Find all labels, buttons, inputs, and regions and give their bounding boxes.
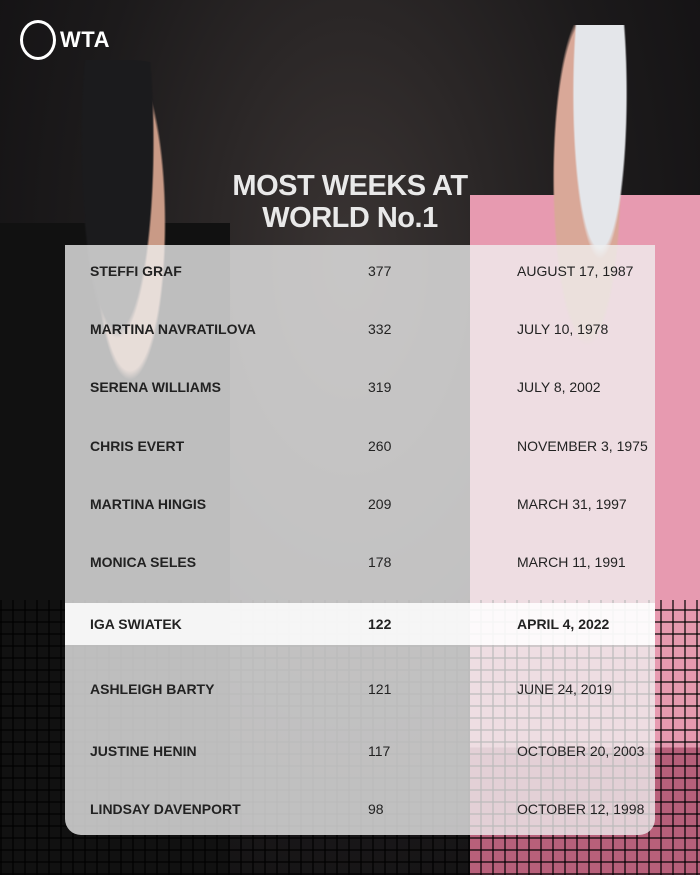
first-date: JULY 10, 1978	[517, 321, 609, 337]
title-line-2: WORLD No.1	[262, 202, 438, 234]
first-date: AUGUST 17, 1987	[517, 263, 634, 279]
first-date: JUNE 24, 2019	[517, 681, 612, 697]
first-date: OCTOBER 20, 2003	[517, 743, 645, 759]
weeks-count: 178	[368, 554, 392, 570]
player-name: MARTINA HINGIS	[90, 496, 207, 512]
table-row: MONICA SELES 178 MARCH 11, 1991	[65, 542, 655, 582]
player-name: ASHLEIGH BARTY	[90, 681, 215, 697]
table-row-highlighted: IGA SWIATEK 122 APRIL 4, 2022	[65, 603, 655, 645]
first-date: APRIL 4, 2022	[517, 616, 610, 632]
player-name: JUSTINE HENIN	[90, 743, 197, 759]
player-name: IGA SWIATEK	[90, 616, 182, 632]
rankings-table: STEFFI GRAF 377 AUGUST 17, 1987 MARTINA NAV…	[65, 245, 655, 835]
wta-logo-icon	[20, 20, 56, 60]
first-date: NOVEMBER 3, 1975	[517, 438, 648, 454]
weeks-count: 319	[368, 379, 392, 395]
table-row: SERENA WILLIAMS 319 JULY 8, 2002	[65, 367, 655, 407]
first-date: JULY 8, 2002	[517, 379, 601, 395]
player-name: LINDSAY DAVENPORT	[90, 801, 241, 817]
title-line-1: MOST WEEKS AT	[232, 170, 468, 202]
player-name: CHRIS EVERT	[90, 438, 185, 454]
weeks-count: 98	[368, 801, 384, 817]
table-row: CHRIS EVERT 260 NOVEMBER 3, 1975	[65, 426, 655, 466]
logo-text: WTA	[60, 27, 110, 52]
table-row: ASHLEIGH BARTY 121 JUNE 24, 2019	[65, 669, 655, 709]
weeks-count: 122	[368, 616, 392, 632]
first-date: MARCH 11, 1991	[517, 554, 626, 570]
table-row: MARTINA NAVRATILOVA 332 JULY 10, 1978	[65, 309, 655, 349]
page-title: MOST WEEKS AT WORLD No.1	[0, 170, 700, 234]
weeks-count: 332	[368, 321, 392, 337]
player-name: STEFFI GRAF	[90, 263, 182, 279]
weeks-count: 117	[368, 743, 391, 759]
first-date: OCTOBER 12, 1998	[517, 801, 645, 817]
wta-logo: WTA	[20, 20, 110, 60]
table-row: MARTINA HINGIS 209 MARCH 31, 1997	[65, 484, 655, 524]
weeks-count: 209	[368, 496, 392, 512]
weeks-count: 121	[368, 681, 392, 697]
player-name: SERENA WILLIAMS	[90, 379, 221, 395]
table-row: LINDSAY DAVENPORT 98 OCTOBER 12, 1998	[65, 789, 655, 829]
table-row: JUSTINE HENIN 117 OCTOBER 20, 2003	[65, 731, 655, 771]
first-date: MARCH 31, 1997	[517, 496, 627, 512]
table-row: STEFFI GRAF 377 AUGUST 17, 1987	[65, 251, 655, 291]
weeks-count: 377	[368, 263, 392, 279]
player-name: MARTINA NAVRATILOVA	[90, 321, 256, 337]
weeks-count: 260	[368, 438, 392, 454]
player-name: MONICA SELES	[90, 554, 197, 570]
